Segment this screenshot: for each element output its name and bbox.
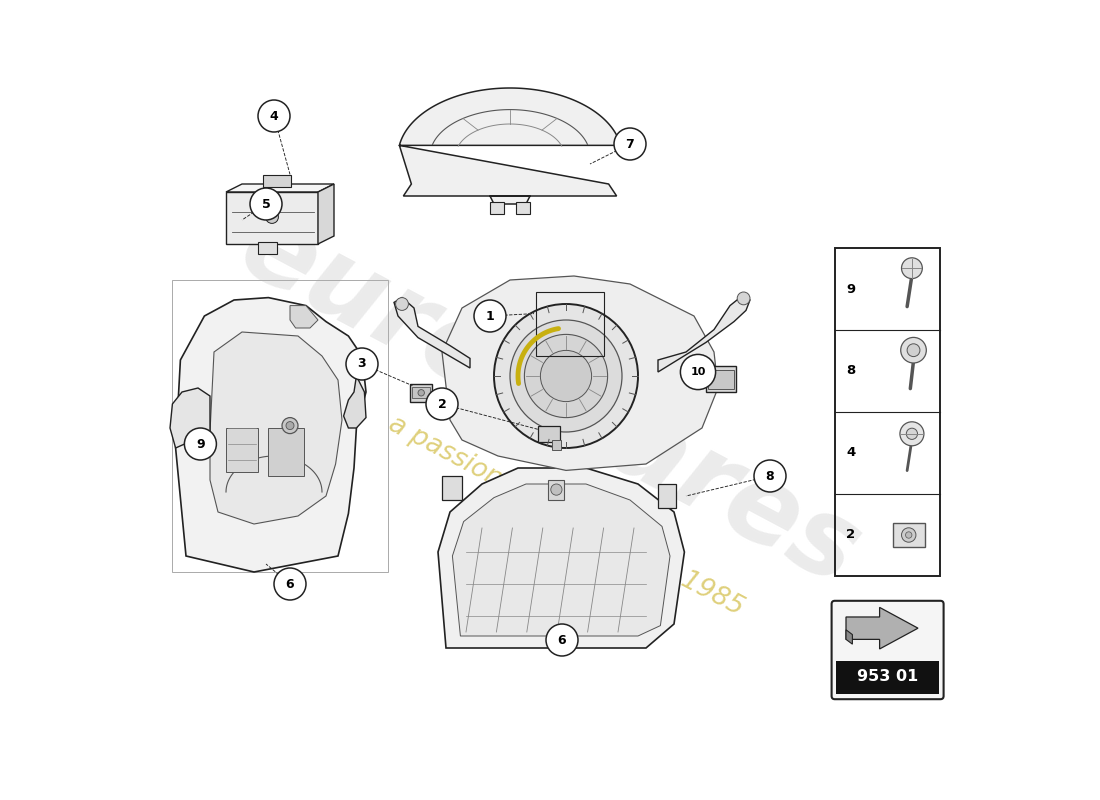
- Circle shape: [418, 390, 425, 396]
- Polygon shape: [846, 607, 918, 649]
- Text: 9: 9: [846, 282, 855, 295]
- Bar: [549, 480, 564, 500]
- Bar: [410, 384, 432, 402]
- Polygon shape: [176, 298, 366, 572]
- Polygon shape: [226, 192, 318, 244]
- Bar: [516, 202, 530, 214]
- Circle shape: [346, 348, 378, 380]
- Bar: [442, 476, 462, 500]
- Polygon shape: [452, 484, 670, 636]
- Polygon shape: [394, 298, 470, 368]
- Circle shape: [905, 532, 912, 538]
- Polygon shape: [846, 630, 852, 644]
- Circle shape: [900, 422, 924, 446]
- Circle shape: [426, 388, 458, 420]
- Text: 1: 1: [485, 310, 494, 322]
- Text: 6: 6: [558, 634, 566, 646]
- Bar: [835, 248, 940, 576]
- Bar: [551, 440, 561, 450]
- Circle shape: [510, 320, 622, 432]
- Polygon shape: [210, 332, 342, 524]
- FancyBboxPatch shape: [832, 601, 944, 699]
- Circle shape: [754, 460, 786, 492]
- Circle shape: [546, 624, 578, 656]
- Bar: [490, 202, 505, 214]
- Text: 6: 6: [286, 578, 295, 590]
- Bar: [263, 175, 290, 187]
- Circle shape: [250, 188, 282, 220]
- Circle shape: [540, 350, 592, 402]
- Text: 4: 4: [846, 446, 856, 459]
- Circle shape: [258, 100, 290, 132]
- Bar: [538, 426, 560, 442]
- Text: 9: 9: [196, 438, 205, 450]
- Circle shape: [908, 344, 920, 357]
- Bar: [268, 428, 305, 476]
- Polygon shape: [399, 88, 620, 204]
- Circle shape: [494, 304, 638, 448]
- Circle shape: [265, 210, 278, 223]
- Circle shape: [525, 334, 607, 418]
- Circle shape: [551, 484, 562, 495]
- Circle shape: [902, 258, 922, 278]
- Polygon shape: [658, 296, 750, 372]
- Polygon shape: [170, 388, 210, 448]
- Text: 2: 2: [438, 398, 447, 410]
- Circle shape: [185, 428, 217, 460]
- Bar: [536, 292, 604, 356]
- Circle shape: [614, 128, 646, 160]
- Bar: [706, 366, 736, 392]
- Text: 5: 5: [262, 198, 271, 210]
- Circle shape: [274, 568, 306, 600]
- Circle shape: [286, 422, 294, 430]
- Circle shape: [737, 292, 750, 305]
- Circle shape: [902, 528, 916, 542]
- Text: 10: 10: [691, 367, 706, 377]
- Circle shape: [681, 354, 716, 390]
- Text: 4: 4: [270, 110, 278, 122]
- Polygon shape: [290, 306, 318, 328]
- Polygon shape: [442, 276, 718, 470]
- Polygon shape: [343, 376, 366, 428]
- Text: 2: 2: [846, 529, 855, 542]
- Text: 3: 3: [358, 358, 366, 370]
- Bar: [412, 387, 430, 398]
- Bar: [708, 370, 734, 389]
- Circle shape: [396, 298, 408, 310]
- Bar: [173, 280, 388, 572]
- Bar: [257, 242, 277, 254]
- Text: 8: 8: [766, 470, 774, 482]
- Polygon shape: [226, 184, 334, 192]
- Polygon shape: [438, 468, 684, 648]
- Text: eurospares: eurospares: [222, 192, 878, 608]
- Bar: [836, 661, 938, 694]
- Circle shape: [906, 428, 917, 439]
- Circle shape: [474, 300, 506, 332]
- Polygon shape: [318, 184, 334, 244]
- Text: 7: 7: [626, 138, 635, 150]
- Bar: [893, 523, 925, 547]
- Text: 953 01: 953 01: [857, 670, 918, 685]
- Bar: [658, 484, 675, 508]
- Text: a passion for parts since 1985: a passion for parts since 1985: [384, 411, 748, 621]
- Text: 8: 8: [846, 365, 856, 378]
- Bar: [226, 428, 258, 472]
- Circle shape: [901, 338, 926, 363]
- Circle shape: [282, 418, 298, 434]
